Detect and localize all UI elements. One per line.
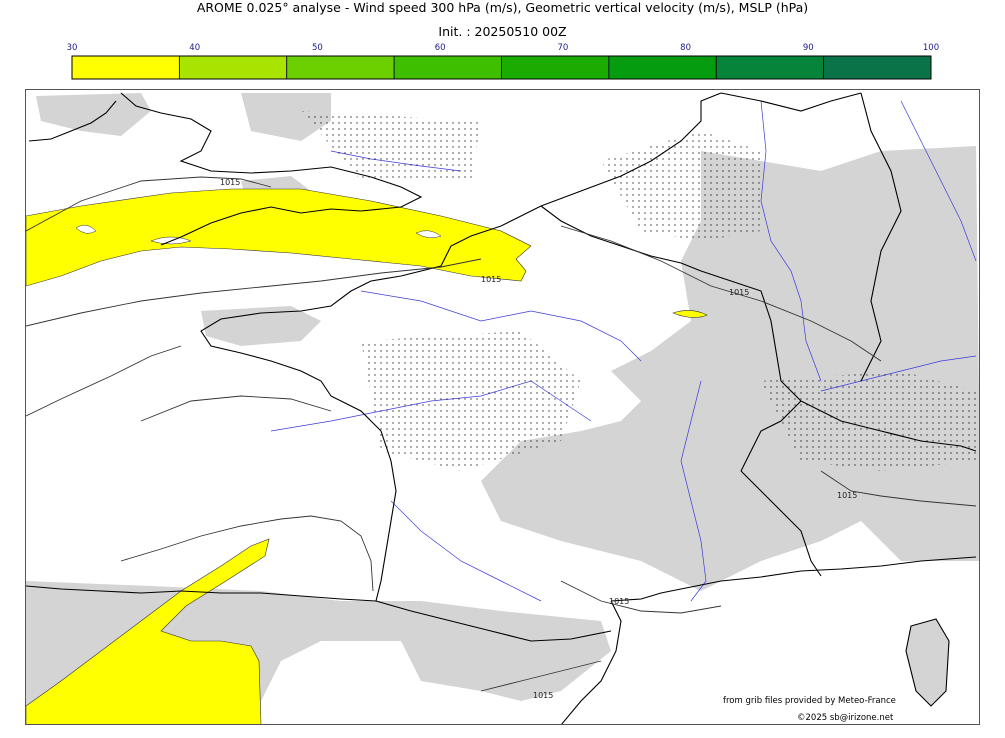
map-canvas: 1015 1015 1015 1015 1015 1015	[26, 92, 979, 724]
colorbar-tick-label: 90	[803, 43, 814, 53]
colorbar-segment	[71, 55, 180, 80]
vv-area-germany	[481, 146, 979, 591]
colorbar-border	[71, 55, 932, 80]
coast-wales	[28, 100, 117, 142]
vv-area-corsica	[906, 619, 949, 706]
river-rhine	[760, 100, 822, 382]
isobar-label-2: 1015	[729, 288, 749, 297]
colorbar-segment	[608, 55, 717, 80]
vv-area-brittany	[201, 306, 321, 346]
isobar-4	[120, 515, 374, 592]
river-rhone	[680, 380, 707, 602]
colorbar-segment	[501, 55, 610, 80]
colorbar-segment	[286, 55, 395, 80]
jet-spot-lorraine	[672, 310, 708, 318]
isobar-2	[26, 258, 482, 327]
stipple-england	[301, 111, 481, 181]
colorbar-segment	[393, 55, 502, 80]
border-france-spain	[375, 600, 612, 642]
colorbar-tick-label: 100	[923, 43, 939, 53]
stipple-alps	[761, 371, 976, 471]
vv-area-north-sea	[241, 93, 331, 141]
isobar-label-5: 1015	[533, 691, 553, 700]
map-title: AROME 0.025° analyse - Wind speed 300 hP…	[196, 0, 809, 15]
copyright-credit: ©2025 sb@irizone.net	[797, 713, 894, 723]
coast-med	[610, 556, 977, 602]
colorbar-tick-label: 40	[189, 43, 200, 53]
colorbar-segment	[178, 55, 288, 80]
isobar-5	[140, 395, 332, 422]
colorbar-ticks: 30 40 50 60 70 80 90 100	[67, 43, 940, 53]
isobar-6	[560, 225, 882, 362]
border-france-italy	[740, 470, 822, 577]
coast-spain-north	[26, 585, 377, 602]
isobar-label-4: 1015	[609, 597, 629, 606]
colorbar-tick-label: 30	[67, 43, 78, 53]
isobar-labels: 1015 1015 1015 1015 1015 1015	[220, 178, 857, 700]
border-france-belgium	[540, 205, 702, 272]
isobar-1	[26, 176, 272, 232]
colorbar-segments	[71, 55, 932, 80]
jet-hole-2	[415, 230, 442, 239]
colorbar-tick-label: 60	[435, 43, 446, 53]
jet-hole-1	[75, 224, 97, 234]
isobar-3	[26, 345, 182, 417]
jet-holes	[75, 224, 442, 245]
coast-france-north	[200, 205, 542, 397]
coast-spain-east	[561, 600, 622, 724]
jet-band-channel	[26, 188, 532, 287]
stipple-regions	[301, 111, 976, 471]
isobar-label-3: 1015	[837, 491, 857, 500]
colorbar-segment	[823, 55, 932, 80]
isobar-8	[560, 580, 722, 614]
data-source-credit: from grib files provided by Meteo-France	[723, 696, 896, 706]
isobar-9	[480, 660, 602, 692]
jet-stream-30-40	[26, 188, 708, 724]
isobar-7	[820, 470, 977, 507]
coast-corsica	[905, 618, 950, 707]
vv-area-england	[36, 93, 151, 136]
colorbar-segment	[715, 55, 825, 80]
isobar-label-1: 1015	[220, 178, 240, 187]
isobars	[26, 176, 977, 692]
colorbar-tick-label: 70	[557, 43, 568, 53]
coast-north-germany	[720, 92, 862, 112]
init-time: Init. : 20250510 00Z	[438, 24, 567, 39]
river-seine	[360, 290, 642, 362]
isobar-label-6: 1015	[481, 275, 501, 284]
river-garonne	[390, 500, 542, 602]
colorbar-tick-label: 80	[680, 43, 691, 53]
colorbar-tick-label: 50	[312, 43, 323, 53]
river-elbe	[900, 100, 977, 262]
wind-speed-colorbar: 30 40 50 60 70 80 90 100	[67, 43, 940, 80]
border-germany-east	[860, 92, 902, 382]
weather-map: 1015 1015 1015 1015 1015 1015	[25, 89, 980, 725]
coast-france-west	[330, 395, 397, 602]
stipple-central-france	[361, 331, 581, 471]
stipple-benelux	[601, 131, 761, 241]
